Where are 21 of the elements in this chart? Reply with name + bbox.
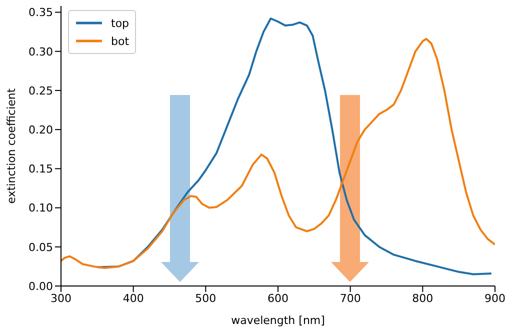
line-series: [61, 38, 495, 270]
y-axis-title: extinction coefficient: [4, 88, 18, 204]
x-tick-label: 600: [268, 292, 288, 305]
y-tick-label: 0.20: [28, 123, 53, 136]
x-tick-label: 300: [50, 292, 72, 305]
y-tick-label: 0.25: [28, 84, 53, 98]
x-axis-title: wavelength [nm]: [231, 314, 325, 327]
x-tick-label: 900: [484, 292, 506, 305]
y-tick-label: 0.10: [28, 202, 53, 215]
legend-label: bot: [111, 34, 130, 48]
y-tick-label: 0.35: [28, 6, 53, 20]
y-tick-label: 0.30: [28, 45, 53, 58]
y-tick-label: 0.00: [28, 280, 53, 293]
x-tick-label: 400: [122, 292, 144, 305]
x-tick-label: 500: [195, 292, 216, 305]
x-tick-label: 700: [340, 292, 361, 305]
legend-label: top: [111, 16, 130, 30]
y-tick-label: 0.15: [28, 162, 53, 176]
y-tick-label: 0.05: [28, 240, 53, 254]
line-series: [96, 18, 492, 276]
x-tick-label: 800: [412, 292, 434, 305]
